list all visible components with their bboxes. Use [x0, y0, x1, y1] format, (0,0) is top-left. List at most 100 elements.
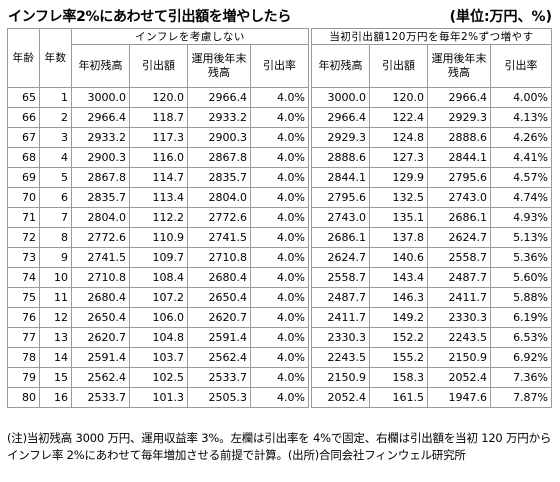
- cell-age: 73: [7, 247, 40, 268]
- cell-l-draw: 113.4: [129, 187, 188, 208]
- table-row: 69 5 2867.8 114.7 2835.7 4.0% 2844.1 129.9 2795.…: [7, 167, 553, 188]
- cell-year: 14: [39, 347, 72, 368]
- cell-r-rate: 4.57%: [489, 167, 553, 188]
- table-row: 66 2 2966.4 118.7 2933.2 4.0% 2966.4 122.4 2929.…: [7, 107, 553, 128]
- cell-r-rate: 4.41%: [489, 147, 553, 168]
- cell-r-draw: 146.3: [369, 287, 428, 308]
- cell-l-rate: 4.0%: [250, 147, 309, 168]
- cell-l-end: 2966.4: [187, 87, 251, 108]
- cell-age: 72: [7, 227, 40, 248]
- cell-l-rate: 4.0%: [250, 227, 309, 248]
- cell-r-draw: 127.3: [369, 147, 428, 168]
- cell-l-start: 2900.3: [71, 147, 130, 168]
- withdrawal-table: 年齢 年数 インフレを考慮しない 当初引出額120万円を毎年2%ずつ増やす 年初…: [7, 28, 553, 408]
- cell-r-rate: 5.60%: [489, 267, 553, 288]
- table-row: 72 8 2772.6 110.9 2741.5 4.0% 2686.1 137.8 2624.…: [7, 227, 553, 248]
- cell-r-end: 2558.7: [427, 247, 491, 268]
- cell-l-rate: 4.0%: [250, 127, 309, 148]
- cell-year: 3: [39, 127, 72, 148]
- cell-year: 5: [39, 167, 72, 188]
- table-row: 79 15 2562.4 102.5 2533.7 4.0% 2150.9 158.3 2052…: [7, 367, 553, 388]
- header-left-draw: 引出額: [129, 44, 188, 88]
- cell-r-rate: 7.87%: [489, 387, 553, 408]
- table-row: 77 13 2620.7 104.8 2591.4 4.0% 2330.3 152.2 2243…: [7, 327, 553, 348]
- cell-r-rate: 4.00%: [489, 87, 553, 108]
- header-years: 年数: [39, 28, 72, 88]
- cell-r-start: 2888.6: [311, 147, 370, 168]
- cell-l-end: 2772.6: [187, 207, 251, 228]
- cell-l-rate: 4.0%: [250, 387, 309, 408]
- cell-r-draw: 149.2: [369, 307, 428, 328]
- cell-l-rate: 4.0%: [250, 87, 309, 108]
- cell-age: 80: [7, 387, 40, 408]
- cell-r-start: 2558.7: [311, 267, 370, 288]
- cell-age: 74: [7, 267, 40, 288]
- cell-r-rate: 5.36%: [489, 247, 553, 268]
- cell-r-end: 2888.6: [427, 127, 491, 148]
- table-row: 75 11 2680.4 107.2 2650.4 4.0% 2487.7 146.3 2411…: [7, 287, 553, 308]
- cell-l-end: 2900.3: [187, 127, 251, 148]
- cell-r-rate: 6.53%: [489, 327, 553, 348]
- cell-r-draw: 135.1: [369, 207, 428, 228]
- footnote: (注)当初残高 3000 万円、運用収益率 3%。左欄は引出率を 4%で固定、右…: [7, 431, 552, 462]
- cell-r-end: 1947.6: [427, 387, 491, 408]
- cell-r-draw: 132.5: [369, 187, 428, 208]
- cell-r-start: 2966.4: [311, 107, 370, 128]
- header-left-end: 運用後年末残高: [187, 44, 251, 88]
- cell-l-draw: 110.9: [129, 227, 188, 248]
- cell-r-rate: 5.13%: [489, 227, 553, 248]
- header-right-rate: 引出率: [489, 44, 553, 88]
- cell-r-start: 2243.5: [311, 347, 370, 368]
- table-row: 78 14 2591.4 103.7 2562.4 4.0% 2243.5 155.2 2150…: [7, 347, 553, 368]
- cell-year: 4: [39, 147, 72, 168]
- cell-l-rate: 4.0%: [250, 207, 309, 228]
- cell-r-draw: 120.0: [369, 87, 428, 108]
- cell-year: 10: [39, 267, 72, 288]
- cell-l-draw: 101.3: [129, 387, 188, 408]
- header-age: 年齢: [7, 28, 40, 88]
- cell-r-start: 2052.4: [311, 387, 370, 408]
- cell-r-rate: 4.26%: [489, 127, 553, 148]
- cell-r-end: 2487.7: [427, 267, 491, 288]
- cell-l-end: 2867.8: [187, 147, 251, 168]
- cell-r-start: 2686.1: [311, 227, 370, 248]
- cell-r-end: 2929.3: [427, 107, 491, 128]
- cell-r-draw: 152.2: [369, 327, 428, 348]
- cell-r-start: 2743.0: [311, 207, 370, 228]
- cell-l-start: 3000.0: [71, 87, 130, 108]
- cell-l-end: 2710.8: [187, 247, 251, 268]
- cell-age: 78: [7, 347, 40, 368]
- cell-age: 66: [7, 107, 40, 128]
- cell-l-end: 2933.2: [187, 107, 251, 128]
- cell-r-rate: 7.36%: [489, 367, 553, 388]
- cell-l-start: 2966.4: [71, 107, 130, 128]
- cell-r-draw: 129.9: [369, 167, 428, 188]
- cell-l-rate: 4.0%: [250, 187, 309, 208]
- cell-age: 65: [7, 87, 40, 108]
- header-left-rate: 引出率: [250, 44, 309, 88]
- cell-r-draw: 155.2: [369, 347, 428, 368]
- cell-l-end: 2650.4: [187, 287, 251, 308]
- cell-r-rate: 4.93%: [489, 207, 553, 228]
- cell-year: 12: [39, 307, 72, 328]
- cell-age: 71: [7, 207, 40, 228]
- cell-r-draw: 140.6: [369, 247, 428, 268]
- cell-l-end: 2804.0: [187, 187, 251, 208]
- header-right-group: 当初引出額120万円を毎年2%ずつ増やす: [310, 28, 553, 45]
- header-right-end: 運用後年末残高: [427, 44, 491, 88]
- cell-age: 67: [7, 127, 40, 148]
- cell-l-end: 2680.4: [187, 267, 251, 288]
- cell-l-end: 2505.3: [187, 387, 251, 408]
- cell-r-start: 2624.7: [311, 247, 370, 268]
- cell-r-draw: 137.8: [369, 227, 428, 248]
- cell-l-end: 2562.4: [187, 347, 251, 368]
- cell-l-draw: 117.3: [129, 127, 188, 148]
- cell-l-draw: 109.7: [129, 247, 188, 268]
- cell-year: 15: [39, 367, 72, 388]
- cell-age: 68: [7, 147, 40, 168]
- cell-r-end: 2052.4: [427, 367, 491, 388]
- unit-label: (単位:万円、%): [449, 9, 552, 25]
- cell-l-draw: 108.4: [129, 267, 188, 288]
- cell-l-rate: 4.0%: [250, 327, 309, 348]
- cell-year: 16: [39, 387, 72, 408]
